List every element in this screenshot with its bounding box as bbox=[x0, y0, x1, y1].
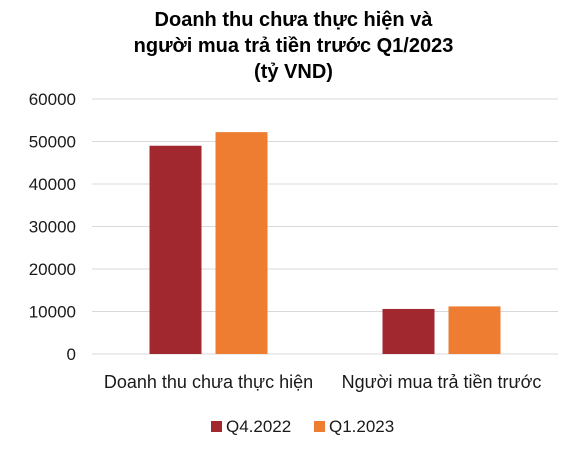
bar-q1-2023 bbox=[215, 132, 268, 354]
legend-swatch bbox=[211, 421, 222, 432]
legend-swatch bbox=[314, 421, 325, 432]
bar-q4-2022 bbox=[382, 308, 435, 354]
legend-label: Q1.2023 bbox=[329, 417, 394, 436]
y-tick-label: 40000 bbox=[29, 175, 76, 194]
legend-label: Q4.2022 bbox=[226, 417, 291, 436]
x-category-label: Người mua trả tiền trước bbox=[342, 372, 542, 392]
chart-title-line-1: Doanh thu chưa thực hiện và bbox=[154, 9, 433, 31]
y-tick-label: 0 bbox=[67, 345, 76, 364]
chart-title-line-2: người mua trả tiền trước Q1/2023 bbox=[133, 35, 454, 57]
y-tick-label: 60000 bbox=[29, 90, 76, 109]
y-tick-label: 20000 bbox=[29, 260, 76, 279]
chart-title-line-3: (tỷ VND) bbox=[254, 61, 333, 83]
bar-q1-2023 bbox=[448, 306, 501, 354]
bar-q4-2022 bbox=[149, 145, 202, 354]
y-tick-label: 30000 bbox=[29, 218, 76, 237]
x-category-label: Doanh thu chưa thực hiện bbox=[104, 372, 313, 392]
y-tick-label: 50000 bbox=[29, 133, 76, 152]
y-tick-label: 10000 bbox=[29, 303, 76, 322]
